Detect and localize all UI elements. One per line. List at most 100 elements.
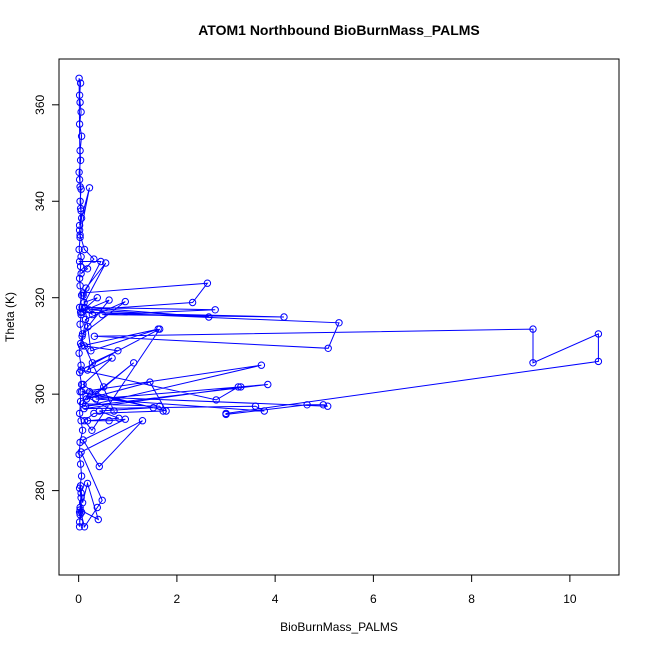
data-point: [85, 184, 94, 192]
data-point: [98, 310, 106, 319]
data-point: [76, 79, 85, 87]
data-point: [260, 407, 268, 415]
data-point: [78, 303, 86, 312]
data-point: [75, 74, 83, 83]
data-point: [75, 175, 84, 184]
data-point: [79, 380, 87, 389]
data-point: [77, 472, 86, 480]
data-point: [78, 308, 86, 316]
data-point: [108, 354, 116, 362]
data-point: [102, 259, 110, 267]
data-point: [75, 257, 84, 266]
x-axis-label: BioBurnMass_PALMS: [280, 620, 398, 634]
x-tick-label: 0: [75, 592, 82, 606]
data-point: [76, 482, 85, 490]
data-point: [92, 390, 100, 398]
data-point: [79, 289, 87, 297]
data-point: [77, 366, 85, 374]
data-point: [90, 332, 99, 340]
data-point: [93, 294, 102, 302]
data-point: [162, 407, 170, 415]
data-point: [75, 349, 83, 357]
data-point: [251, 402, 260, 410]
data-point: [75, 168, 83, 177]
data-point: [83, 417, 92, 425]
data-point: [121, 297, 130, 306]
data-point: [76, 320, 84, 328]
x-tick-label: 6: [370, 592, 377, 606]
x-axis: 0 2 4 6 8 10: [75, 574, 577, 606]
plot-area-frame: [58, 58, 620, 576]
data-point: [75, 523, 84, 531]
data-point: [77, 361, 85, 369]
data-point: [80, 417, 89, 425]
data-point: [94, 515, 103, 524]
data-point: [77, 448, 85, 456]
x-tick-label: 8: [468, 592, 475, 606]
data-point: [75, 120, 84, 128]
data-point: [85, 306, 93, 314]
data-point: [97, 257, 105, 266]
y-axis-label: Theta (K): [3, 292, 17, 342]
data-point: [84, 322, 92, 331]
data-point: [280, 313, 288, 321]
data-point: [77, 253, 85, 261]
data-point: [90, 255, 98, 263]
data-point: [222, 410, 230, 419]
y-tick-label: 280: [33, 480, 47, 500]
data-point: [130, 359, 138, 367]
data-point: [105, 417, 113, 425]
data-point: [75, 508, 84, 516]
data-point: [76, 231, 84, 239]
data-point: [121, 415, 130, 423]
chart-title: ATOM1 Northbound BioBurnMass_PALMS: [198, 22, 480, 38]
data-point: [75, 518, 84, 526]
data-point: [80, 342, 89, 350]
data-point: [75, 226, 84, 234]
data-point: [303, 401, 311, 409]
data-point: [257, 361, 266, 369]
x-tick-label: 2: [174, 592, 181, 606]
data-point: [80, 298, 88, 307]
data-point: [594, 330, 603, 338]
data-point: [81, 315, 90, 324]
data-point: [76, 503, 84, 512]
data-point: [100, 383, 108, 391]
data-point: [77, 494, 85, 502]
data-point: [237, 383, 245, 391]
data-point: [83, 479, 92, 488]
data-point: [319, 401, 327, 409]
data-point: [324, 344, 332, 352]
data-point: [205, 313, 213, 321]
data-point: [77, 214, 86, 222]
data-point: [264, 380, 272, 389]
data-point: [75, 245, 83, 254]
data-point: [75, 274, 84, 283]
data-point: [83, 265, 92, 273]
data-point: [77, 269, 85, 278]
data-point: [529, 325, 537, 333]
data-point: [324, 402, 332, 410]
data-point: [80, 245, 89, 254]
data-point: [92, 395, 100, 403]
data-point: [76, 156, 85, 165]
series-layer: [75, 74, 603, 531]
data-point: [76, 183, 84, 191]
data-point: [75, 221, 84, 230]
data-point: [75, 450, 83, 459]
data-point: [156, 325, 164, 333]
data-point: [85, 388, 94, 396]
data-point: [88, 426, 96, 434]
data-point: [77, 207, 85, 215]
data-point: [211, 306, 219, 314]
data-point: [95, 462, 104, 471]
data-point: [80, 523, 89, 531]
data-point: [114, 347, 122, 355]
data-point: [95, 407, 104, 415]
data-point: [76, 146, 84, 155]
data-point: [76, 233, 84, 242]
data-point: [78, 330, 87, 338]
data-point: [105, 296, 113, 304]
data-point: [77, 108, 85, 116]
